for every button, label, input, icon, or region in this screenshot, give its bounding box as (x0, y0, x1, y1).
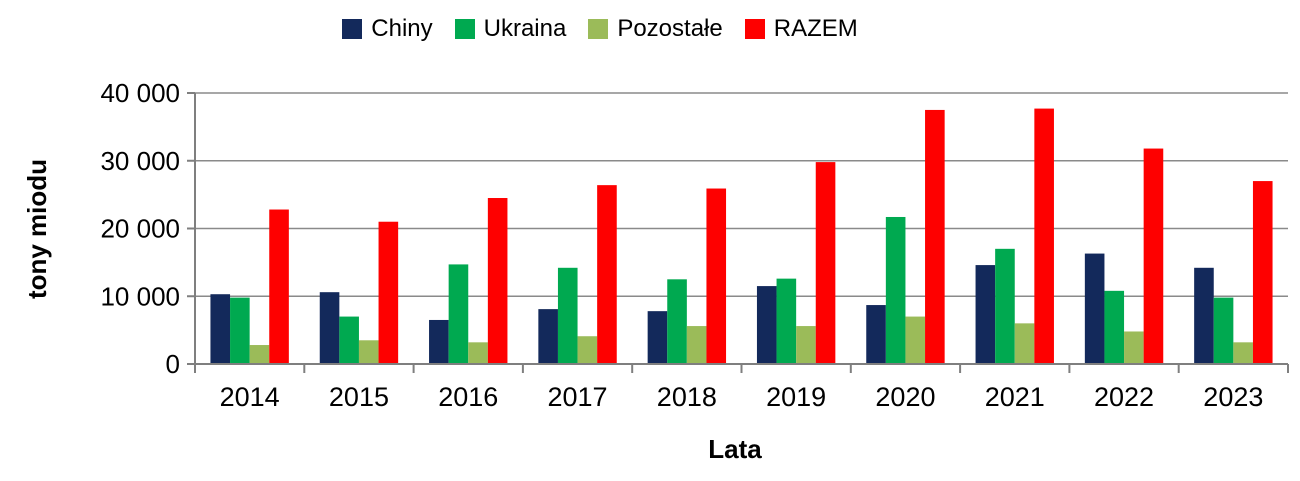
y-tick-label: 20 000 (100, 214, 180, 244)
y-tick-label: 30 000 (100, 146, 180, 176)
bar-ukraina-2019 (776, 278, 797, 364)
bar-chiny-2018 (647, 311, 668, 364)
bar-chiny-2017 (538, 309, 558, 364)
legend-item-pozostale: Pozostałe (588, 15, 723, 42)
bar-ukraina-2016 (448, 264, 469, 364)
tick-labels-group: 0 10 000 20 000 30 000 40 000 2014 2015 2016 201… (100, 78, 1263, 412)
bar-pozostale-2018 (686, 326, 707, 364)
legend-swatch-pozostale (588, 19, 609, 39)
bar-ukraina-2021 (995, 248, 1015, 364)
legend: Chiny Ukraina Pozostałe RAZEM (0, 17, 1200, 41)
bar-ukraina-2014 (230, 297, 250, 364)
y-axis-title: tony miodu (22, 159, 52, 299)
bar-pozostale-2020 (905, 316, 926, 364)
bar-ukraina-2022 (1104, 290, 1125, 364)
bar-razem-2022 (1143, 148, 1164, 364)
bar-chiny-2019 (756, 286, 777, 364)
legend-item-razem: RAZEM (744, 15, 858, 42)
x-tick-label: 2020 (875, 382, 935, 412)
bar-chiny-2021 (975, 265, 996, 364)
bar-razem-2014 (269, 209, 289, 364)
y-tick-label: 10 000 (100, 281, 180, 311)
bar-chiny-2014 (210, 294, 231, 364)
legend-swatch-chiny (342, 19, 363, 39)
legend-item-ukraina: Ukraina (454, 15, 567, 42)
bar-chiny-2023 (1194, 267, 1214, 364)
x-tick-label: 2021 (985, 382, 1045, 412)
x-tick-label: 2014 (220, 382, 280, 412)
bar-chiny-2020 (866, 305, 886, 364)
bar-chiny-2016 (429, 319, 449, 364)
x-tick-label: 2018 (657, 382, 717, 412)
x-tick-label: 2022 (1094, 382, 1154, 412)
bar-pozostale-2017 (577, 336, 598, 364)
legend-swatch-ukraina (454, 19, 475, 39)
bar-ukraina-2018 (667, 279, 687, 364)
bar-pozostale-2022 (1124, 331, 1144, 364)
bar-pozostale-2019 (796, 326, 816, 364)
x-axis-title: Lata (708, 434, 762, 464)
y-tick-label: 0 (166, 349, 180, 379)
axes-group (187, 92, 1289, 373)
y-tick-label: 40 000 (100, 78, 180, 108)
x-tick-label: 2016 (438, 382, 498, 412)
x-tick-label: 2017 (548, 382, 608, 412)
bar-razem-2017 (597, 185, 617, 364)
bar-razem-2016 (487, 198, 508, 364)
legend-label-chiny: Chiny (371, 15, 433, 42)
legend-swatch-razem (744, 19, 765, 39)
bar-ukraina-2017 (557, 267, 578, 364)
legend-label-razem: RAZEM (773, 15, 858, 42)
bar-chiny-2022 (1084, 253, 1105, 364)
x-tick-label: 2019 (766, 382, 826, 412)
legend-item-chiny: Chiny (342, 15, 433, 42)
bar-razem-2023 (1252, 181, 1273, 364)
bar-pozostale-2014 (249, 345, 270, 364)
bar-chiny-2015 (319, 292, 340, 364)
bar-pozostale-2023 (1233, 342, 1253, 364)
bar-pozostale-2021 (1014, 323, 1035, 364)
bar-razem-2018 (706, 188, 727, 364)
bar-razem-2021 (1034, 108, 1054, 365)
bar-pozostale-2015 (358, 340, 379, 364)
bar-razem-2015 (378, 221, 399, 364)
legend-label-pozostale: Pozostałe (617, 15, 723, 42)
x-tick-label: 2015 (329, 382, 389, 412)
bar-pozostale-2016 (468, 342, 488, 364)
gridlines-group (195, 92, 1288, 298)
bar-razem-2020 (925, 109, 945, 364)
bars-group (210, 108, 1273, 365)
bar-razem-2019 (815, 162, 836, 364)
bar-ukraina-2023 (1213, 297, 1234, 364)
x-tick-label: 2023 (1203, 382, 1263, 412)
bar-ukraina-2020 (885, 216, 906, 364)
legend-label-ukraina: Ukraina (483, 15, 567, 42)
bar-ukraina-2015 (339, 316, 359, 364)
